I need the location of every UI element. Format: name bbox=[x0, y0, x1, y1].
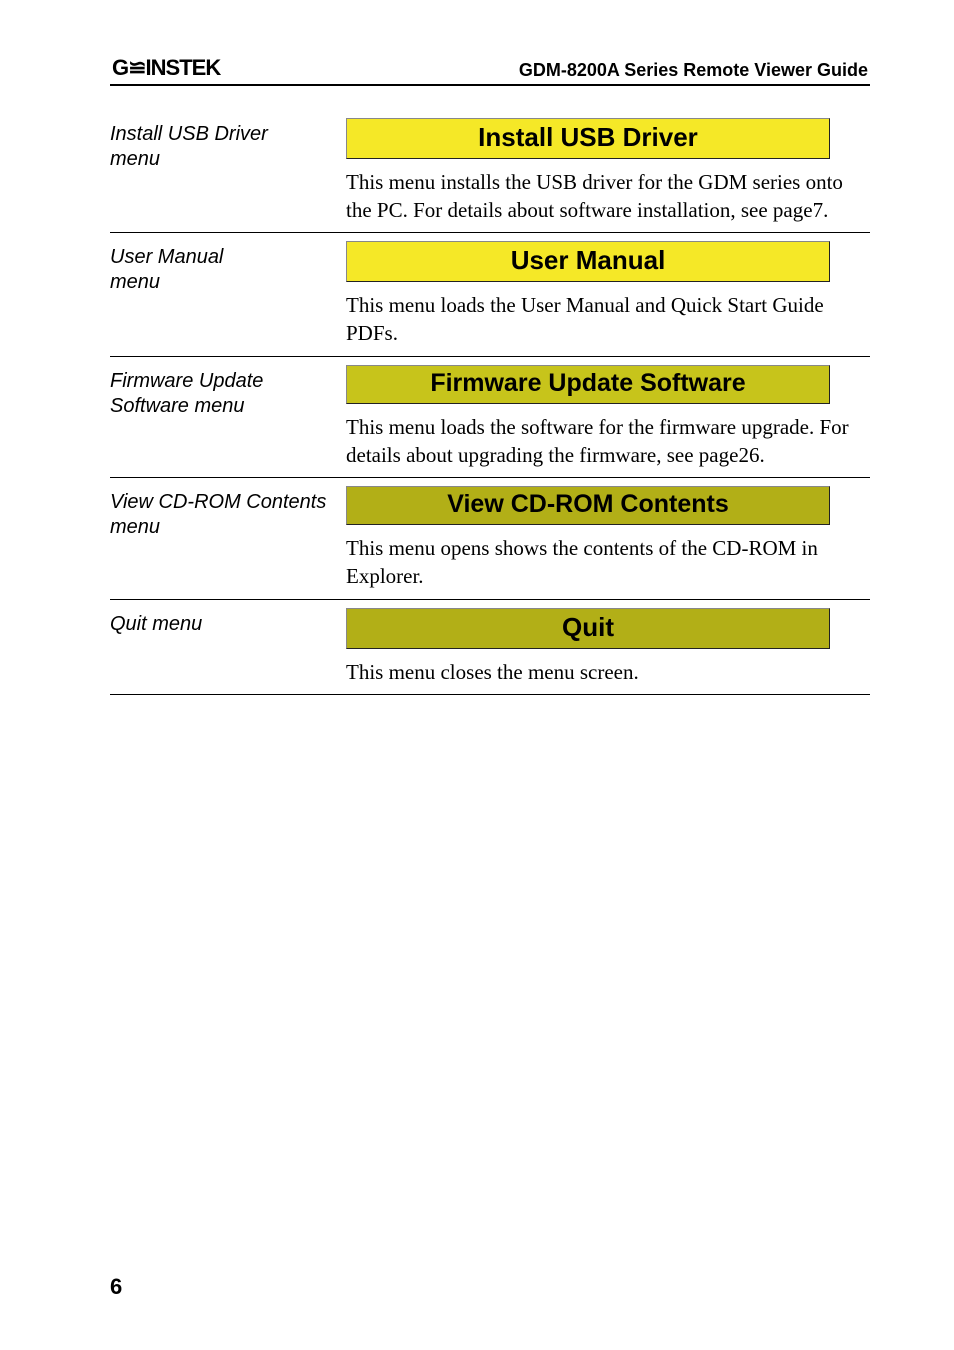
table-row: View CD-ROM Contents menu View CD-ROM Co… bbox=[110, 478, 870, 599]
firmware-update-button[interactable]: Firmware Update Software bbox=[346, 365, 830, 404]
view-cdrom-button[interactable]: View CD-ROM Contents bbox=[346, 486, 830, 525]
row-label: Quit menu bbox=[110, 606, 346, 687]
install-usb-driver-button[interactable]: Install USB Driver bbox=[346, 118, 830, 159]
content-table: Install USB Drivermenu Install USB Drive… bbox=[110, 110, 870, 695]
table-row: Install USB Drivermenu Install USB Drive… bbox=[110, 110, 870, 233]
row-label: View CD-ROM Contents menu bbox=[110, 484, 346, 590]
guide-title: GDM-8200A Series Remote Viewer Guide bbox=[519, 60, 868, 81]
row-label: User Manualmenu bbox=[110, 239, 346, 347]
table-row: Firmware Update Software menu Firmware U… bbox=[110, 357, 870, 478]
row-label: Firmware Update Software menu bbox=[110, 363, 346, 469]
page-number: 6 bbox=[110, 1274, 122, 1300]
row-description: This menu loads the User Manual and Quic… bbox=[346, 292, 870, 347]
row-description: This menu closes the menu screen. bbox=[346, 659, 870, 687]
running-header: G≌INSTEK GDM-8200A Series Remote Viewer … bbox=[110, 56, 870, 86]
brand-logo: G≌INSTEK bbox=[112, 55, 220, 81]
row-description: This menu opens shows the contents of th… bbox=[346, 535, 870, 590]
row-description: This menu installs the USB driver for th… bbox=[346, 169, 870, 224]
table-row: Quit menu Quit This menu closes the menu… bbox=[110, 600, 870, 696]
row-description: This menu loads the software for the fir… bbox=[346, 414, 870, 469]
row-label: Install USB Drivermenu bbox=[110, 116, 346, 224]
user-manual-button[interactable]: User Manual bbox=[346, 241, 830, 282]
table-row: User Manualmenu User Manual This menu lo… bbox=[110, 233, 870, 356]
quit-button[interactable]: Quit bbox=[346, 608, 830, 649]
